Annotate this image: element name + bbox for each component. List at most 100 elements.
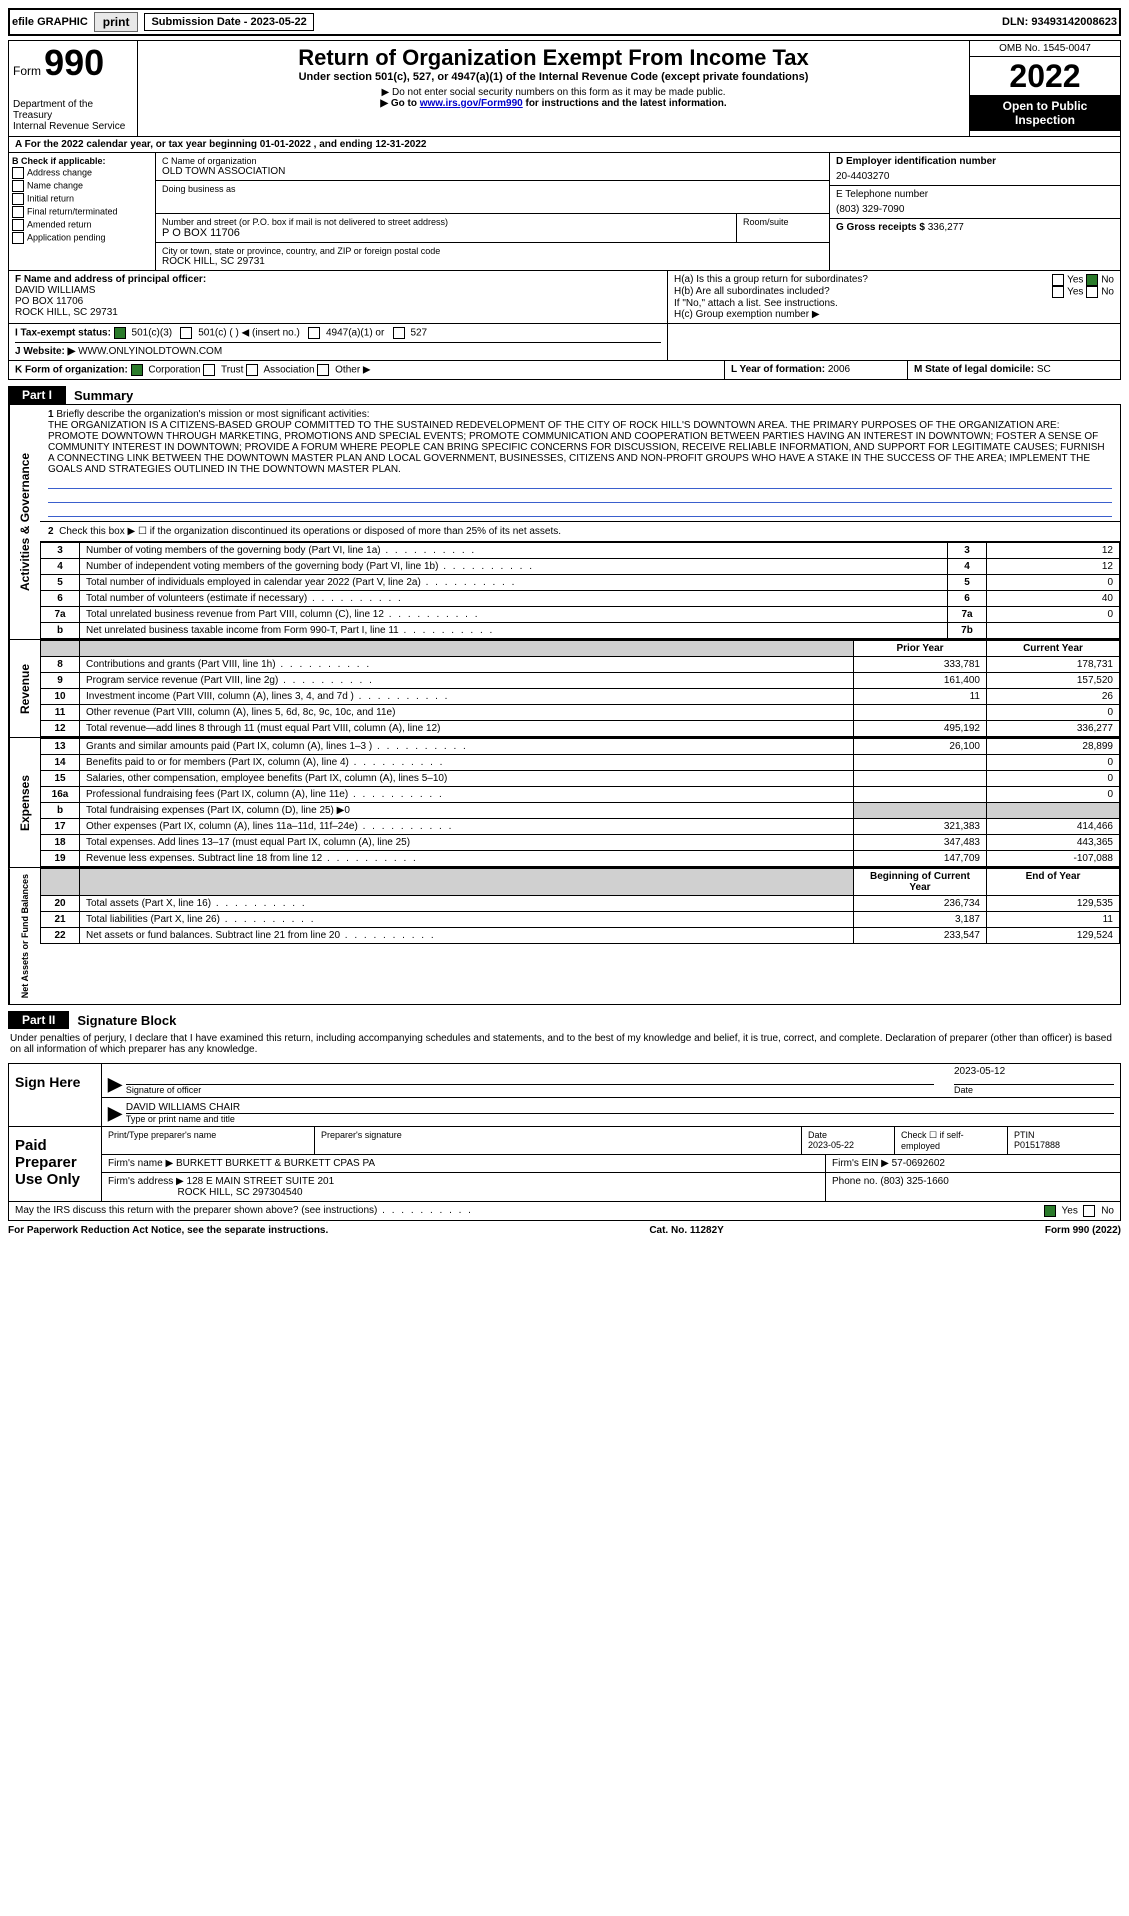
- expenses-table: 13Grants and similar amounts paid (Part …: [40, 738, 1120, 867]
- ein-label: D Employer identification number: [836, 156, 1114, 167]
- revenue-table: Prior YearCurrent Year 8Contributions an…: [40, 640, 1120, 737]
- part1-header: Part I Summary: [8, 386, 1121, 404]
- m-label: M State of legal domicile:: [914, 364, 1034, 375]
- mission-lead: Briefly describe the organization's miss…: [56, 409, 369, 420]
- sig-date-label: Date: [954, 1085, 1114, 1095]
- hb-yes[interactable]: [1052, 286, 1064, 298]
- block-b-label: B Check if applicable:: [12, 156, 152, 166]
- hb-label: H(b) Are all subordinates included?: [674, 286, 830, 298]
- chk-4947[interactable]: [308, 327, 320, 339]
- officer-addr1: PO BOX 11706: [15, 296, 661, 307]
- firm-addr1: 128 E MAIN STREET SUITE 201: [187, 1176, 335, 1187]
- top-toolbar: efile GRAPHIC print Submission Date - 20…: [8, 8, 1121, 36]
- tax-year: 2022: [970, 57, 1120, 95]
- chk-other[interactable]: [317, 364, 329, 376]
- chk-association[interactable]: [246, 364, 258, 376]
- l-label: L Year of formation:: [731, 364, 825, 375]
- gross-receipts-label: G Gross receipts $: [836, 222, 925, 233]
- submission-date: Submission Date - 2023-05-22: [144, 13, 313, 31]
- irs-label: Internal Revenue Service: [13, 121, 133, 132]
- gross-receipts-value: 336,277: [928, 222, 964, 233]
- line2-text: Check this box ▶ ☐ if the organization d…: [59, 526, 561, 537]
- hc-label: H(c) Group exemption number ▶: [674, 309, 1114, 320]
- print-button[interactable]: print: [94, 12, 139, 32]
- governance-side-label: Activities & Governance: [9, 405, 40, 639]
- chk-address-change[interactable]: Address change: [12, 167, 152, 179]
- perjury-declaration: Under penalties of perjury, I declare th…: [8, 1029, 1121, 1059]
- footer-left: For Paperwork Reduction Act Notice, see …: [8, 1225, 328, 1236]
- discuss-no[interactable]: [1083, 1205, 1095, 1217]
- prep-name-hdr: Print/Type preparer's name: [102, 1127, 315, 1154]
- chk-trust[interactable]: [203, 364, 215, 376]
- ha-label: H(a) Is this a group return for subordin…: [674, 274, 868, 286]
- form-word: Form: [13, 64, 41, 78]
- sign-here-label: Sign Here: [9, 1064, 102, 1126]
- firm-ein: 57-0692602: [892, 1158, 945, 1169]
- sig-date: 2023-05-12: [954, 1066, 1114, 1085]
- officer-group-row: F Name and address of principal officer:…: [8, 271, 1121, 324]
- phone-label: E Telephone number: [836, 189, 1114, 200]
- tax-status-row: I Tax-exempt status: 501(c)(3) 501(c) ( …: [8, 324, 1121, 361]
- chk-amended[interactable]: Amended return: [12, 219, 152, 231]
- chk-527[interactable]: [393, 327, 405, 339]
- dept-label: Department of the Treasury: [13, 99, 133, 121]
- form-title: Return of Organization Exempt From Incom…: [146, 45, 961, 71]
- hb-note: If "No," attach a list. See instructions…: [674, 298, 1114, 309]
- hb-no[interactable]: [1086, 286, 1098, 298]
- prep-selfemp: Check ☐ if self-employed: [895, 1127, 1008, 1154]
- signature-block: Sign Here ▶ Signature of officer 2023-05…: [8, 1063, 1121, 1127]
- j-label: J Website: ▶: [15, 346, 75, 357]
- dln-label: DLN: 93493142008623: [1002, 16, 1117, 28]
- chk-application-pending[interactable]: Application pending: [12, 232, 152, 244]
- ha-yes[interactable]: [1052, 274, 1064, 286]
- ein-value: 20-4403270: [836, 171, 1114, 182]
- efile-label: efile GRAPHIC: [12, 16, 88, 28]
- firm-name: BURKETT BURKETT & BURKETT CPAS PA: [176, 1158, 375, 1169]
- org-name: OLD TOWN ASSOCIATION: [162, 166, 823, 177]
- chk-name-change[interactable]: Name change: [12, 180, 152, 192]
- open-inspection: Open to Public Inspection: [970, 95, 1120, 131]
- chk-501c[interactable]: [180, 327, 192, 339]
- sig-name: DAVID WILLIAMS CHAIR: [126, 1102, 1114, 1114]
- form-subtitle: Under section 501(c), 527, or 4947(a)(1)…: [146, 71, 961, 83]
- sig-officer-label: Signature of officer: [126, 1085, 934, 1095]
- year-formation: 2006: [828, 364, 850, 375]
- form-number: 990: [44, 42, 104, 83]
- part1-title: Summary: [74, 388, 133, 403]
- mission-num: 1: [48, 409, 54, 420]
- preparer-label: Paid Preparer Use Only: [9, 1127, 102, 1201]
- city-label: City or town, state or province, country…: [162, 246, 823, 256]
- discuss-row: May the IRS discuss this return with the…: [8, 1202, 1121, 1221]
- i-label: I Tax-exempt status:: [15, 328, 111, 339]
- part2-tab: Part II: [8, 1011, 69, 1029]
- chk-501c3[interactable]: [114, 327, 126, 339]
- form-org-row: K Form of organization: Corporation Trus…: [8, 361, 1121, 380]
- ha-no[interactable]: [1086, 274, 1098, 286]
- discuss-yes[interactable]: [1044, 1205, 1056, 1217]
- chk-corporation[interactable]: [131, 364, 143, 376]
- form-header: Form 990 Department of the Treasury Inte…: [8, 40, 1121, 137]
- k-label: K Form of organization:: [15, 365, 128, 376]
- irs-link[interactable]: www.irs.gov/Form990: [420, 98, 523, 109]
- footer-mid: Cat. No. 11282Y: [649, 1225, 723, 1236]
- part2-title: Signature Block: [77, 1013, 176, 1028]
- part1-tab: Part I: [8, 386, 66, 404]
- governance-section: Activities & Governance 1 Briefly descri…: [8, 404, 1121, 640]
- revenue-section: Revenue Prior YearCurrent Year 8Contribu…: [8, 640, 1121, 738]
- addr-label: Number and street (or P.O. box if mail i…: [162, 217, 730, 227]
- org-city: ROCK HILL, SC 29731: [162, 256, 823, 267]
- netassets-table: Beginning of Current YearEnd of Year 20T…: [40, 868, 1120, 944]
- officer-addr2: ROCK HILL, SC 29731: [15, 307, 661, 318]
- chk-final-return[interactable]: Final return/terminated: [12, 206, 152, 218]
- firm-addr2: ROCK HILL, SC 297304540: [177, 1187, 302, 1198]
- phone-value: (803) 329-7090: [836, 204, 1114, 215]
- preparer-block: Paid Preparer Use Only Print/Type prepar…: [8, 1127, 1121, 1202]
- mission-text: THE ORGANIZATION IS A CITIZENS-BASED GRO…: [48, 420, 1105, 475]
- expenses-section: Expenses 13Grants and similar amounts pa…: [8, 738, 1121, 868]
- chk-initial-return[interactable]: Initial return: [12, 193, 152, 205]
- arrow-icon: ▶: [108, 1103, 122, 1124]
- firm-phone: (803) 325-1660: [880, 1176, 948, 1187]
- netassets-side-label: Net Assets or Fund Balances: [9, 868, 40, 1004]
- dba-label: Doing business as: [162, 184, 823, 194]
- org-address: P O BOX 11706: [162, 227, 730, 239]
